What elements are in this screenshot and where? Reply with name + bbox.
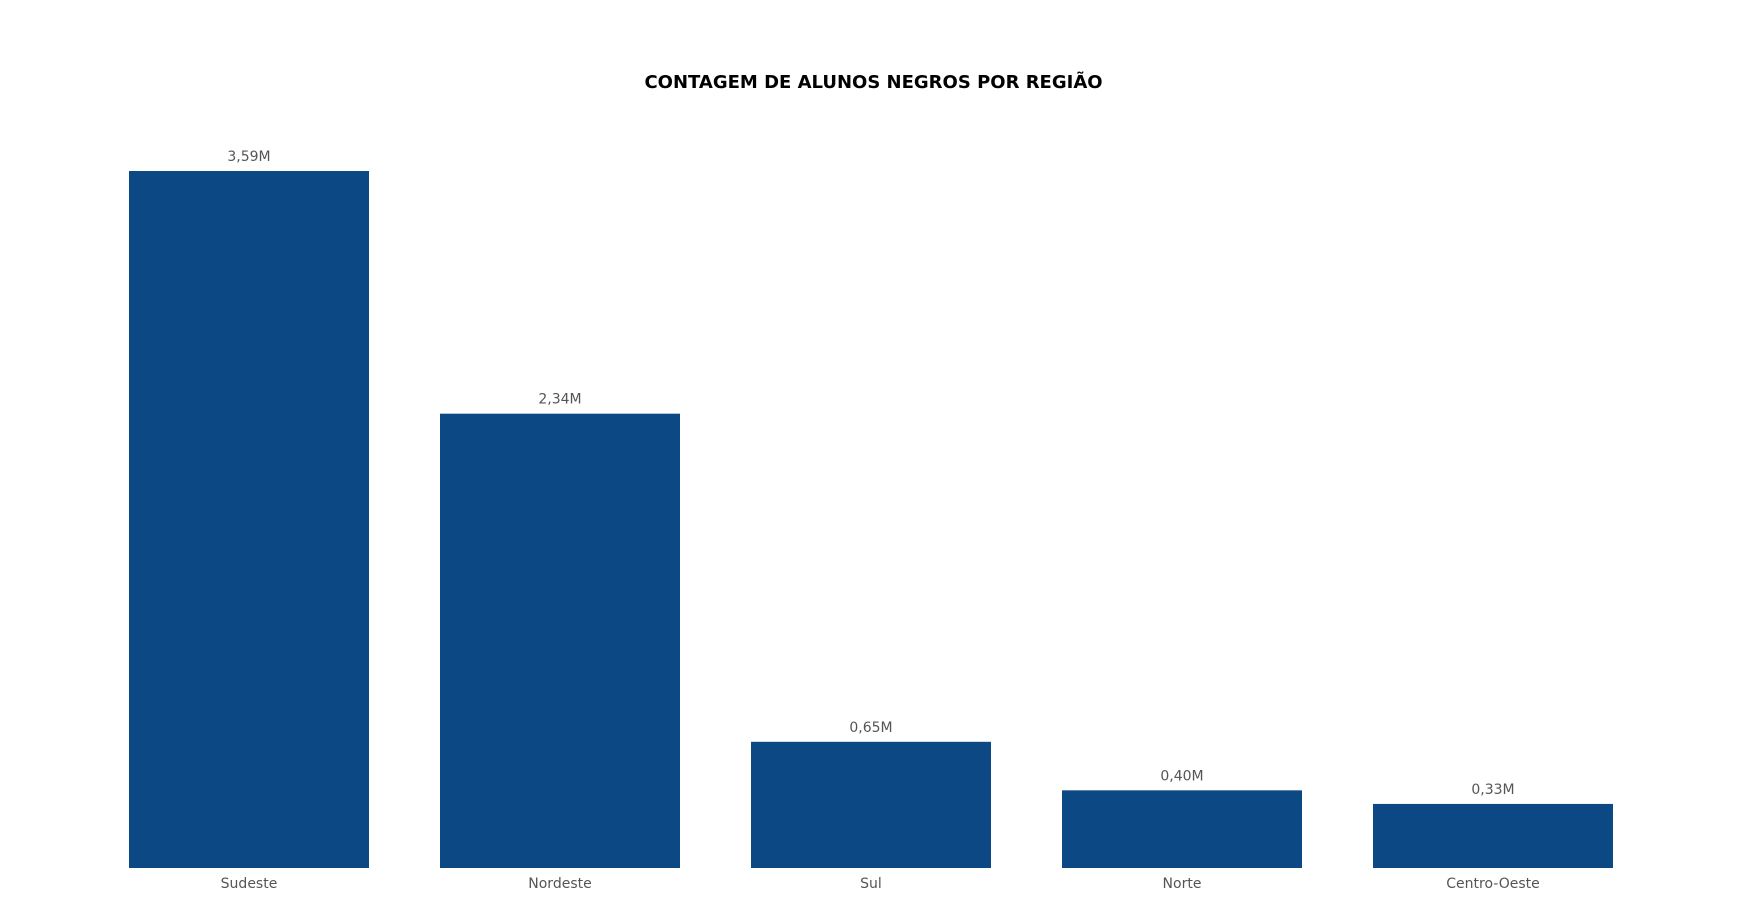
data-label: 0,40M	[1160, 768, 1203, 784]
bar-nordeste	[440, 413, 680, 868]
x-tick-label: Sudeste	[221, 876, 278, 892]
x-tick-label: Centro-Oeste	[1446, 876, 1540, 892]
data-label: 3,59M	[227, 149, 270, 165]
bar-sudeste	[129, 171, 369, 868]
bar-sul	[751, 741, 991, 868]
x-tick-label: Nordeste	[528, 876, 591, 892]
bar-centro-oeste	[1373, 803, 1613, 868]
data-label: 0,33M	[1471, 782, 1514, 798]
bar-norte	[1062, 790, 1302, 868]
data-label: 0,65M	[849, 720, 892, 736]
x-tick-label: Sul	[860, 876, 882, 892]
x-tick-label: Norte	[1163, 876, 1202, 892]
chart-title: CONTAGEM DE ALUNOS NEGROS POR REGIÃO	[644, 72, 1103, 93]
data-label: 2,34M	[538, 392, 581, 408]
